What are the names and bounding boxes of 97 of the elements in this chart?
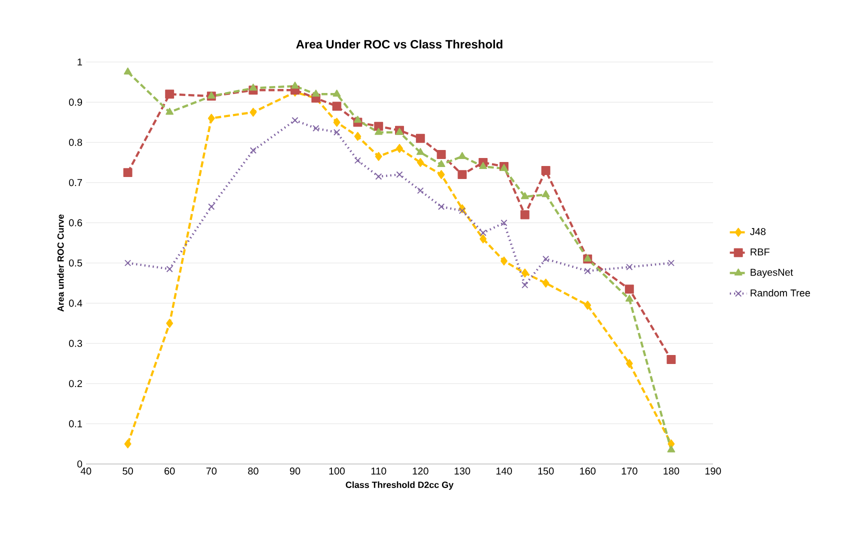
chart-title: Area Under ROC vs Class Threshold: [296, 40, 502, 48]
point: [541, 166, 550, 176]
point: [291, 82, 299, 89]
point: [396, 171, 403, 178]
point: [458, 152, 466, 159]
point: [521, 268, 528, 278]
point: [626, 359, 633, 368]
y-tick-label: 0.3: [69, 340, 82, 347]
legend-label: Random Tree: [750, 289, 810, 297]
x-tick-label: 70: [206, 468, 217, 475]
x-tick-label: 90: [290, 468, 300, 475]
point: [542, 278, 550, 288]
point: [332, 102, 342, 111]
point: [458, 170, 467, 180]
point: [250, 147, 257, 154]
point: [416, 158, 424, 167]
point: [166, 108, 174, 115]
y-tick-label: 0.5: [69, 259, 82, 267]
point: [208, 114, 215, 123]
y-tick-label: 0.1: [69, 420, 82, 428]
legend-label: J48: [750, 228, 766, 236]
x-tick-label: 110: [371, 468, 386, 475]
point: [375, 173, 382, 180]
x-tick-label: 60: [164, 468, 175, 475]
point: [436, 150, 446, 159]
x-tick-label: 40: [80, 468, 92, 475]
point: [374, 122, 384, 131]
y-tick-label: 1: [78, 58, 82, 66]
point: [124, 68, 132, 75]
point: [438, 203, 445, 210]
point: [165, 90, 174, 99]
point: [458, 207, 466, 214]
point: [416, 148, 424, 155]
x-tick-label: 50: [122, 468, 133, 475]
y-tick-label: 0.9: [69, 98, 82, 106]
point: [624, 284, 634, 294]
point: [292, 116, 298, 124]
x-axis-title: Class Threshold D2cc Gy: [346, 481, 454, 490]
y-tick-label: 0.4: [69, 300, 82, 307]
point: [500, 256, 508, 266]
point: [123, 168, 132, 178]
x-tick-label: 150: [538, 468, 554, 475]
point: [480, 234, 487, 244]
x-tick-label: 100: [329, 468, 345, 475]
legend-label: RBF: [750, 248, 770, 256]
y-tick-label: 0.8: [69, 138, 82, 146]
point: [668, 260, 675, 266]
point: [626, 264, 633, 270]
y-tick-label: 0.7: [69, 179, 82, 186]
point: [666, 354, 676, 364]
point: [332, 90, 341, 97]
point: [375, 152, 382, 161]
point: [354, 116, 362, 123]
point: [584, 300, 592, 310]
point: [396, 144, 403, 153]
point: [354, 132, 362, 141]
x-tick-label: 170: [622, 468, 638, 475]
point: [480, 230, 486, 236]
point: [500, 219, 508, 226]
x-tick-label: 80: [248, 468, 258, 475]
y-tick-label: 0.6: [69, 219, 82, 226]
legend-label: BayesNet: [750, 268, 794, 278]
point: [667, 445, 676, 452]
point: [354, 157, 362, 164]
point: [166, 266, 173, 272]
point: [124, 439, 132, 448]
point: [250, 108, 257, 117]
x-tick-label: 130: [454, 468, 470, 475]
point: [416, 134, 425, 143]
point: [124, 260, 132, 266]
x-tick-label: 160: [580, 468, 596, 475]
x-tick-label: 190: [705, 468, 721, 475]
point: [479, 162, 488, 170]
point: [522, 282, 528, 288]
point: [208, 203, 215, 210]
point: [417, 187, 424, 194]
point: [374, 128, 383, 135]
point: [333, 118, 340, 127]
x-tick-label: 180: [664, 468, 680, 475]
point: [542, 190, 550, 198]
point: [520, 210, 530, 220]
point: [249, 84, 258, 91]
point: [333, 129, 340, 136]
point: [520, 192, 529, 200]
y-tick-label: 0: [77, 460, 82, 468]
x-tick-label: 120: [412, 468, 428, 475]
point: [166, 318, 174, 328]
y-tick-label: 0.2: [69, 380, 82, 388]
point: [312, 90, 320, 97]
point: [584, 268, 591, 274]
point: [438, 170, 445, 180]
point: [625, 294, 634, 302]
x-tick-label: 140: [496, 468, 512, 475]
point: [312, 125, 320, 132]
point: [437, 160, 446, 167]
point: [542, 256, 550, 262]
y-axis-title: Area under ROC Curve: [57, 214, 64, 312]
